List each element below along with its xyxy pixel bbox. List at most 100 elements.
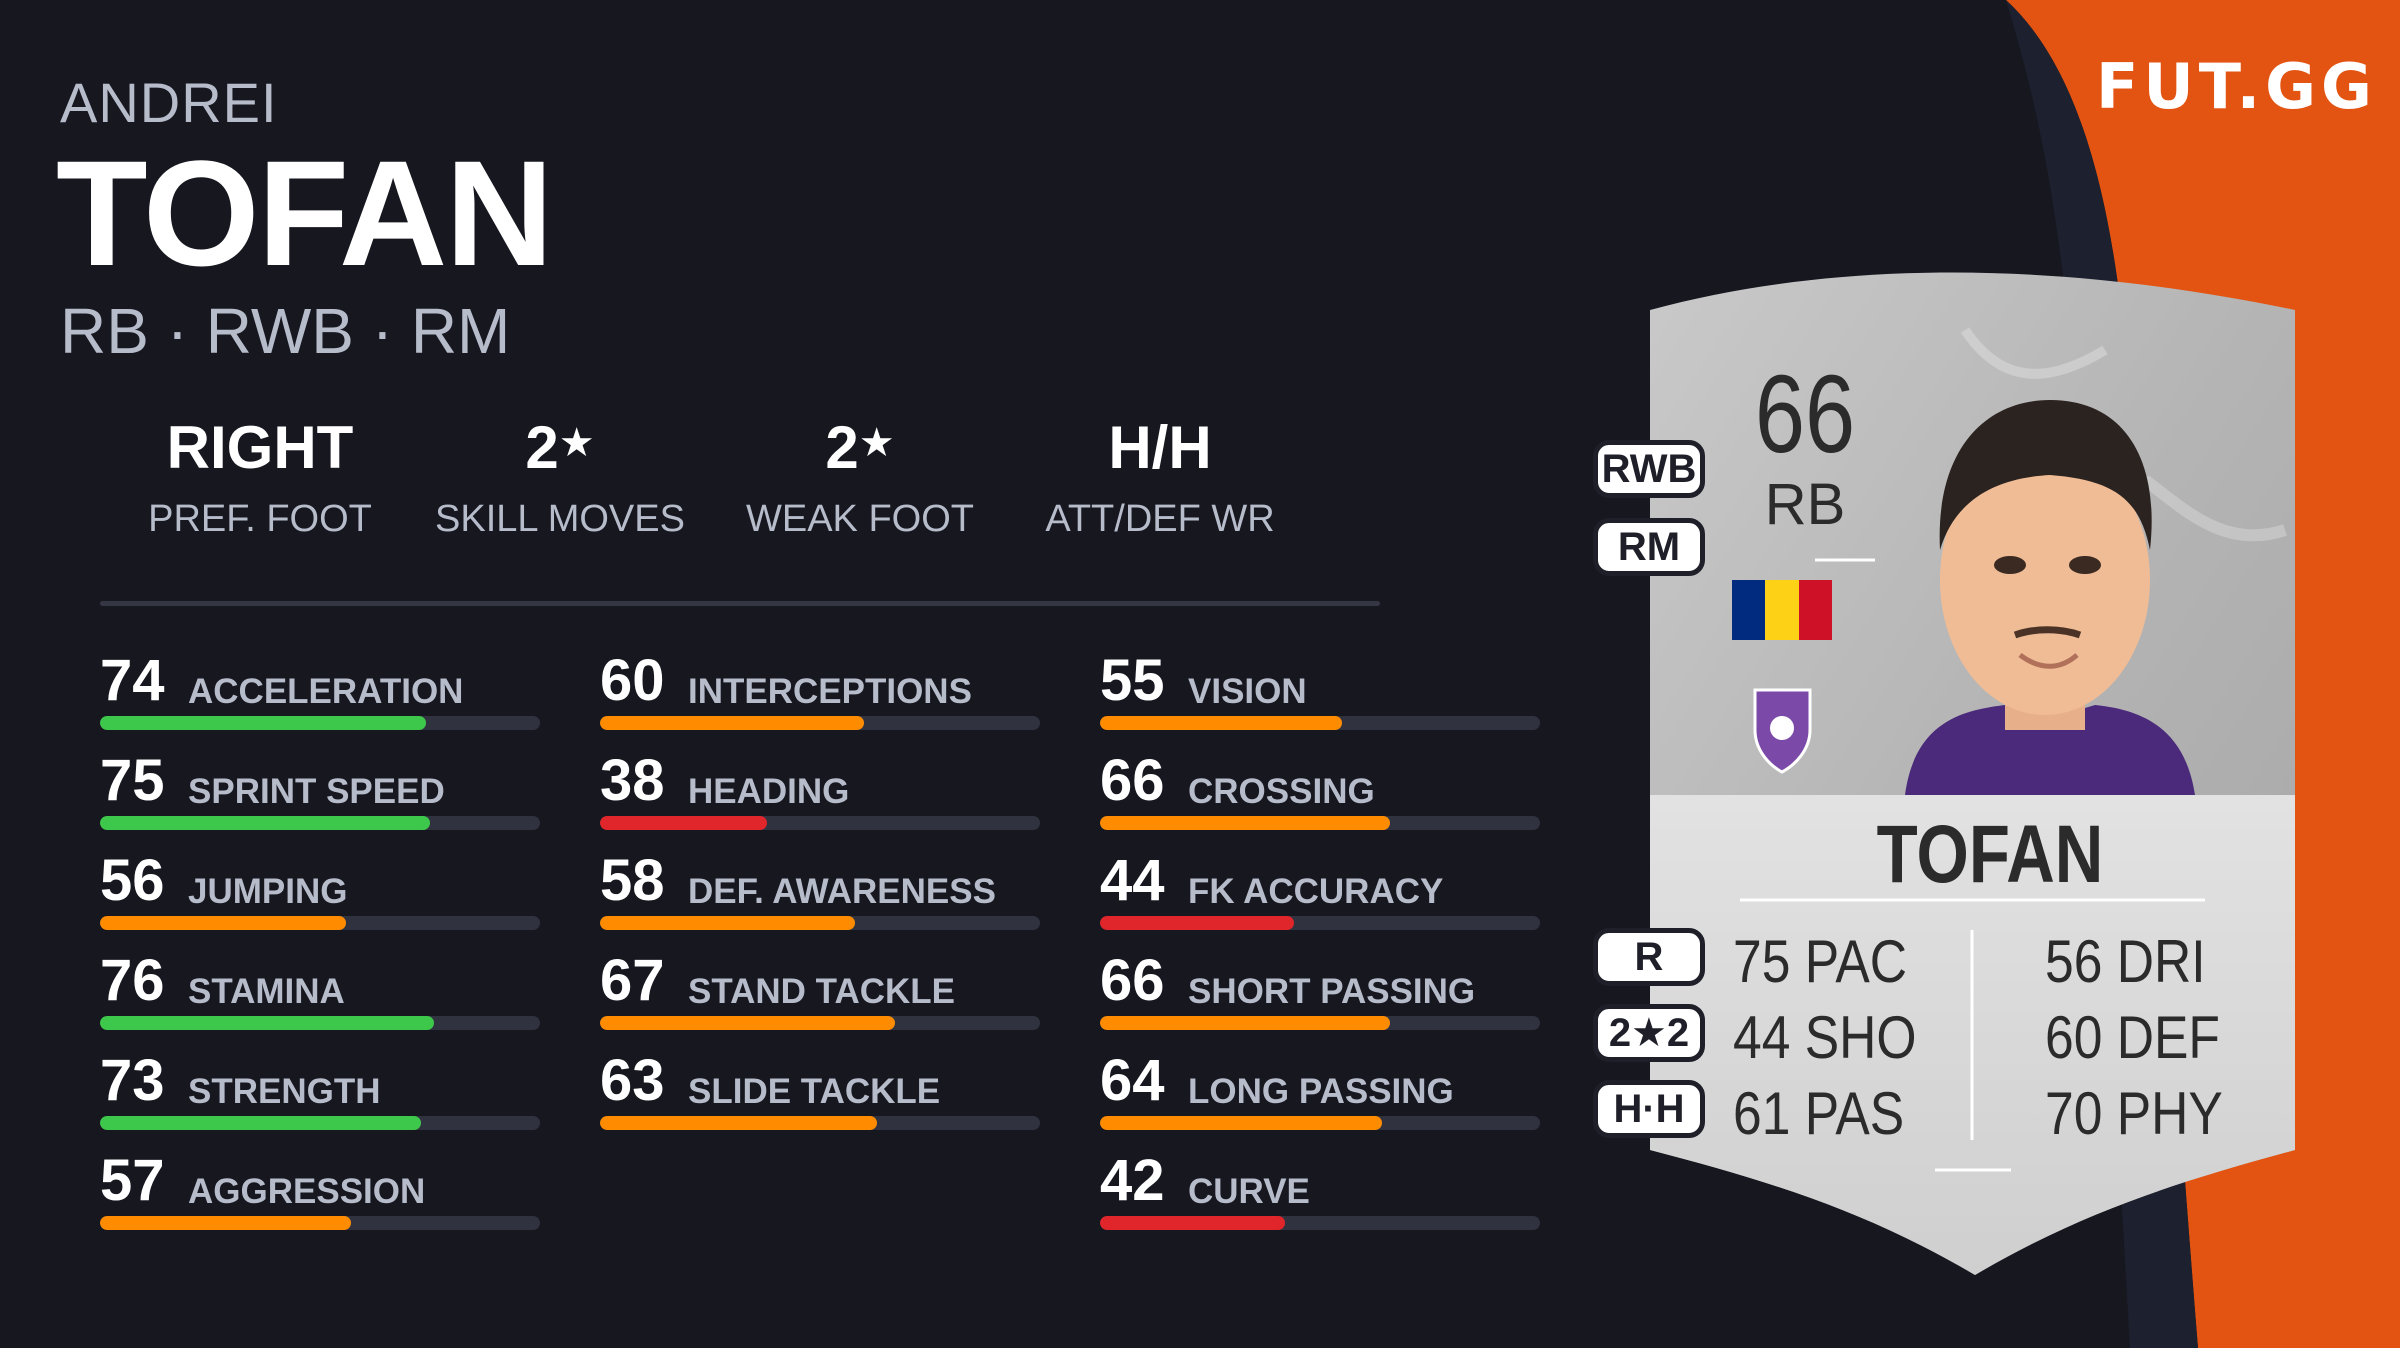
stat-bar-fill	[1100, 1116, 1382, 1130]
stat-row-stamina: 76 STAMINA	[100, 952, 540, 1042]
stat-value: 76	[100, 948, 165, 1013]
stat-bar-fill	[600, 1116, 878, 1130]
work-rate-value: H/H	[1108, 414, 1212, 481]
stat-value: 44	[1100, 848, 1165, 913]
work-rate-info: H/H ATT/DEF WR	[1020, 418, 1300, 541]
stat-name: DEF. AWARENESS	[688, 872, 996, 911]
stat-bar-track	[100, 816, 540, 830]
skill-moves-label: SKILL MOVES	[435, 498, 685, 540]
star-icon: ★	[558, 421, 595, 465]
stat-bar-track	[1100, 1116, 1540, 1130]
stat-bar-fill	[1100, 1216, 1285, 1230]
stat-value: 38	[600, 748, 665, 813]
stat-row-stand-tackle: 67 STAND TACKLE	[600, 952, 1040, 1042]
player-first-name: ANDREI	[60, 71, 278, 134]
stat-name: SPRINT SPEED	[188, 772, 445, 811]
stat-row-interceptions: 60 INTERCEPTIONS	[600, 652, 1040, 742]
flag-stripe	[1765, 580, 1799, 640]
stat-bar-track	[1100, 1016, 1540, 1030]
stat-value: 66	[1100, 948, 1165, 1013]
skill-moves-value: 2★	[525, 414, 595, 481]
stat-name: JUMPING	[188, 872, 348, 911]
stat-name: INTERCEPTIONS	[688, 672, 972, 711]
stat-row-short-passing: 66 SHORT PASSING	[1100, 952, 1540, 1042]
player-last-name: TOFAN	[56, 129, 554, 297]
player-positions: RB · RWB · RM	[60, 295, 511, 367]
stat-row-fk-accuracy: 44 FK ACCURACY	[1100, 852, 1540, 942]
stat-bar-fill	[100, 1116, 422, 1130]
stat-bar-fill	[100, 1216, 351, 1230]
stat-value: 42	[1100, 1148, 1165, 1213]
stat-bar-fill	[1100, 916, 1294, 930]
pref-foot-value: RIGHT	[166, 414, 354, 481]
stat-name: SHORT PASSING	[1188, 972, 1476, 1011]
stat-row-sprint-speed: 75 SPRINT SPEED	[100, 752, 540, 842]
stat-row-def-awareness: 58 DEF. AWARENESS	[600, 852, 1040, 942]
stat-row-slide-tackle: 63 SLIDE TACKLE	[600, 1052, 1040, 1142]
stat-value: 73	[100, 1048, 165, 1113]
stat-name: HEADING	[688, 772, 850, 811]
stat-name: CROSSING	[1188, 772, 1375, 811]
stat-bar-fill	[100, 816, 430, 830]
stat-row-jumping: 56 JUMPING	[100, 852, 540, 942]
stat-bar-track	[600, 916, 1040, 930]
card-position: RB	[1764, 472, 1846, 537]
player-card[interactable]: 66 RB RWB RM R 2★2 H·H TOFAN 75 PAC 44 S…	[1585, 250, 2305, 1280]
chip-skill-weak-foot[interactable]: 2★2	[1593, 1004, 1705, 1062]
stat-row-long-passing: 64 LONG PASSING	[1100, 1052, 1540, 1142]
stat-bar-track	[1100, 716, 1540, 730]
star-icon: ★	[858, 421, 895, 465]
stat-bar-track	[100, 1116, 540, 1130]
pref-foot-info: RIGHT PREF. FOOT	[120, 418, 400, 541]
stat-bar-fill	[600, 916, 856, 930]
stat-bar-track	[100, 1016, 540, 1030]
stat-name: CURVE	[1188, 1172, 1310, 1211]
stat-value: 57	[100, 1148, 165, 1213]
stat-bar-track	[100, 1216, 540, 1230]
stat-name: VISION	[1188, 672, 1307, 711]
weak-foot-info: 2★ WEAK FOOT	[720, 418, 1000, 541]
stat-value: 67	[600, 948, 665, 1013]
player-photo	[1905, 400, 2195, 795]
weak-foot-label: WEAK FOOT	[746, 498, 974, 540]
stat-bar-fill	[600, 716, 864, 730]
section-divider	[100, 601, 1380, 606]
stat-bar-fill	[100, 1016, 435, 1030]
card-stat-sho: 44 SHO	[1733, 1004, 1917, 1071]
stat-bar-track	[1100, 816, 1540, 830]
stat-name: FK ACCURACY	[1188, 872, 1444, 911]
stat-value: 64	[1100, 1048, 1165, 1113]
card-stat-dri: 56 DRI	[2045, 928, 2206, 995]
stat-row-heading: 38 HEADING	[600, 752, 1040, 842]
nation-flag-icon	[1732, 580, 1832, 640]
stat-row-curve: 42 CURVE	[1100, 1152, 1540, 1242]
stat-name: AGGRESSION	[188, 1172, 426, 1211]
stat-bar-fill	[1100, 716, 1342, 730]
brand-logo[interactable]: FUT.GG	[2096, 50, 2377, 123]
stat-bar-fill	[100, 716, 426, 730]
stat-value: 75	[100, 748, 165, 813]
weak-foot-value: 2★	[825, 414, 895, 481]
skill-moves-info: 2★ SKILL MOVES	[420, 418, 700, 541]
stat-bar-fill	[1100, 816, 1391, 830]
stat-value: 63	[600, 1048, 665, 1113]
stat-name: STRENGTH	[188, 1072, 381, 1111]
alt-position-rwb[interactable]: RWB	[1593, 440, 1705, 498]
stat-bar-track	[100, 916, 540, 930]
chip-preferred-foot[interactable]: R	[1593, 928, 1705, 986]
alt-position-rm[interactable]: RM	[1593, 518, 1705, 576]
stat-bar-track	[1100, 916, 1540, 930]
stat-row-strength: 73 STRENGTH	[100, 1052, 540, 1142]
stat-row-acceleration: 74 ACCELERATION	[100, 652, 540, 742]
stat-bar-track	[600, 816, 1040, 830]
stat-bar-fill	[600, 816, 768, 830]
card-player-name: TOFAN	[1876, 809, 2104, 900]
chip-work-rates[interactable]: H·H	[1593, 1080, 1705, 1138]
stat-row-crossing: 66 CROSSING	[1100, 752, 1540, 842]
card-artwork	[1650, 272, 2295, 1275]
stat-bar-fill	[100, 916, 347, 930]
card-stat-pas: 61 PAS	[1733, 1080, 1905, 1147]
stat-bar-track	[600, 716, 1040, 730]
stat-bar-fill	[1100, 1016, 1391, 1030]
stat-bar-track	[600, 1116, 1040, 1130]
